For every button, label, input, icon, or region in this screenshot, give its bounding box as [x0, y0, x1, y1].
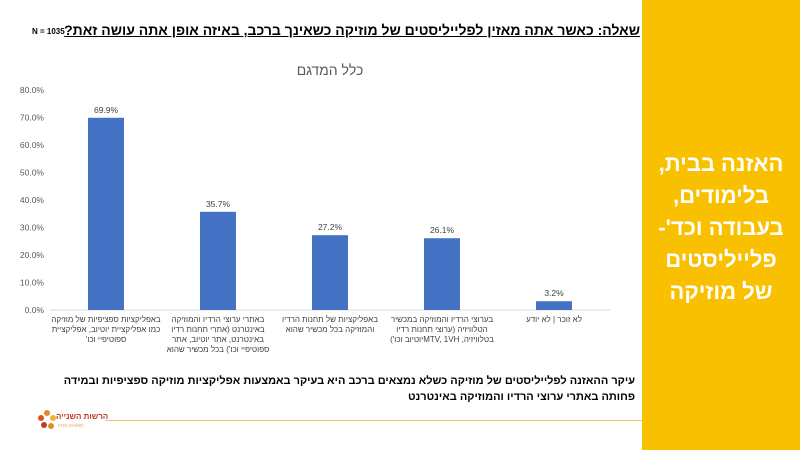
org-logo: הרשות השנייה לטלוויזיה ולרדיו: [36, 408, 109, 436]
sample-size: N = 1035: [32, 27, 65, 36]
x-category-label: באפליקציות של תחנות הרדיו והמוזיקה בכל מ…: [282, 315, 378, 334]
x-category-label: באתרי ערוצי הרדיו והמוזיקה באינטרנט (אתר…: [166, 315, 270, 354]
bar-chart: 0.0% 10.0% 20.0% 30.0% 40.0% 50.0% 60.0% 70.0% 8…: [20, 85, 610, 315]
side-panel-text: האזנה בבית, בלימודים, בעבודה וכד'- פלייל…: [658, 151, 784, 304]
y-tick-label: 20.0%: [20, 250, 45, 260]
logo-name: הרשות השנייה: [56, 412, 109, 421]
y-tick-label: 50.0%: [20, 168, 45, 178]
data-label: 27.2%: [318, 222, 343, 232]
chart-title: כלל המדגם: [296, 62, 364, 78]
data-label: 35.7%: [206, 199, 231, 209]
y-tick-label: 30.0%: [20, 223, 45, 233]
y-tick-label: 40.0%: [20, 195, 45, 205]
bar: [200, 211, 236, 310]
bar: [88, 117, 124, 311]
y-tick-label: 80.0%: [20, 85, 45, 95]
y-tick-label: 70.0%: [20, 113, 45, 123]
data-label: 69.9%: [94, 105, 119, 115]
logo-dots-icon: [38, 410, 56, 429]
side-panel: האזנה בבית, בלימודים, בעבודה וכד'- פלייל…: [642, 0, 800, 450]
bar: [536, 301, 572, 310]
data-label: 26.1%: [430, 225, 455, 235]
logo-subtitle: לטלוויזיה ולרדיו: [58, 423, 84, 428]
question-heading: שאלה: כאשר אתה מאזין לפלייליסטים של מוזי…: [64, 22, 640, 38]
y-tick-label: 0.0%: [25, 305, 45, 315]
x-category-label: באפליקציות ספציפיות של מוזיקה כמו אפליקצ…: [51, 315, 161, 344]
footer-divider: [105, 420, 642, 421]
conclusion-text: עיקר ההאזנה לפלייליסטים של מוזיקה כשלא נ…: [63, 375, 635, 403]
bar: [424, 238, 460, 310]
bar: [312, 235, 348, 310]
data-label: 3.2%: [544, 288, 564, 298]
x-category-label: לא זוכר | לא יודע: [526, 315, 582, 324]
y-tick-label: 10.0%: [20, 278, 45, 288]
y-tick-label: 60.0%: [20, 140, 45, 150]
x-category-label: בערוצי הרדיו והמוזיקה במכשיר הטלוויזיה (…: [390, 315, 494, 344]
